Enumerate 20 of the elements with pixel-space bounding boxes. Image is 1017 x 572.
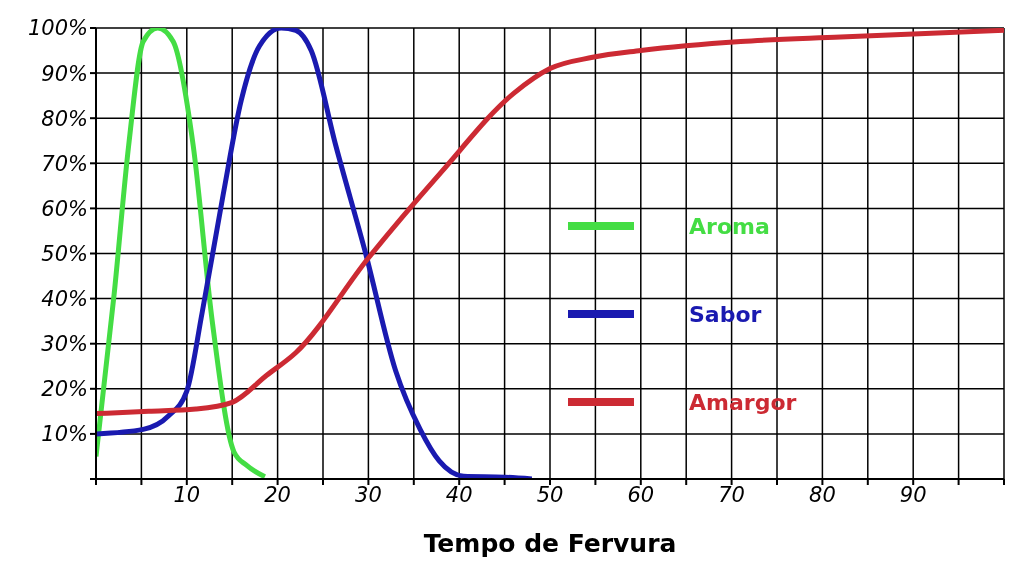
y-tick-label: 50% <box>41 241 88 266</box>
x-tick-label: 50 <box>536 482 564 507</box>
y-tick-label: 100% <box>27 16 88 41</box>
y-tick-label: 80% <box>41 106 88 131</box>
y-tick-label: 20% <box>41 377 88 402</box>
y-tick-label: 10% <box>41 422 88 447</box>
x-tick-label: 40 <box>445 482 473 507</box>
x-tick-label: 60 <box>627 482 655 507</box>
x-axis-title: Tempo de Fervura <box>423 529 677 558</box>
x-tick-label: 10 <box>173 482 201 507</box>
x-tick-label: 90 <box>899 482 927 507</box>
y-tick-label: 60% <box>41 196 88 221</box>
x-tick-label: 30 <box>355 482 382 507</box>
x-tick-label: 80 <box>809 482 836 507</box>
y-tick-label: 30% <box>41 332 88 357</box>
y-tick-label: 70% <box>41 151 88 176</box>
x-tick-label: 20 <box>264 482 291 507</box>
y-tick-label: 40% <box>41 287 88 312</box>
y-tick-label: 90% <box>41 61 88 86</box>
x-tick-label: 70 <box>718 482 745 507</box>
